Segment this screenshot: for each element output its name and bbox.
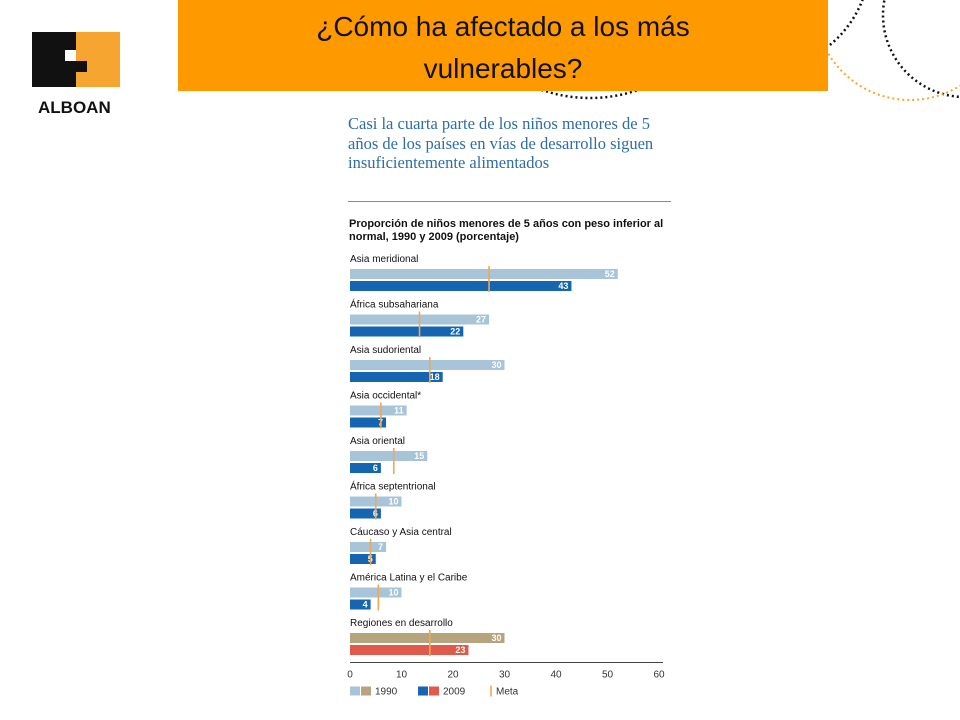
data-label-1990: 30 [491,360,501,370]
data-label-1990: 52 [605,269,615,279]
bar-1990 [350,633,505,643]
x-tick-label: 50 [602,670,614,681]
legend-swatch-1990-total [361,686,371,696]
data-label-1990: 11 [394,406,404,416]
bar-1990 [350,405,407,416]
category-label: América Latina y el Caribe [350,573,468,584]
bar-chart: Asia meridional 52 43 África subsahariana 27… [347,254,665,698]
chart-panel: Casi la cuarta parte de los niños menore… [345,108,675,720]
data-label-1990: 27 [476,315,486,325]
bar-1990 [350,451,428,461]
x-tick-label: 40 [550,670,562,681]
x-tick-label: 10 [396,670,408,681]
bar-2009 [350,372,443,382]
alboan-logo-icon [32,32,120,87]
category-label: Asia meridional [350,254,418,265]
category-label: Regiones en desarrollo [350,618,453,629]
category-label: Asia sudoriental [350,345,421,356]
data-label-2009: 6 [373,463,378,473]
x-tick-label: 30 [499,670,511,681]
legend-label-meta: Meta [496,687,519,698]
category-label: África subsahariana [350,298,439,311]
x-tick-label: 60 [653,670,665,681]
chart-title: Casi la cuarta parte de los niños menore… [348,114,654,172]
bar-2009 [350,463,381,473]
chart-title-rule [348,201,671,202]
category-label: Asia occidental* [350,391,421,402]
bar-2009 [350,326,464,337]
category-label: Asia oriental [350,436,405,447]
legend-swatch-1990 [350,686,360,696]
bar-1990 [350,542,387,552]
deco-circle-black-right [881,0,960,99]
bar-2009 [350,599,371,610]
x-tick-label: 0 [347,670,353,681]
logo-notch-dark [76,61,87,72]
legend-swatch-2009 [418,686,428,696]
bar-2009 [350,645,469,655]
category-label: África septentrional [350,480,436,493]
bar-1990 [350,587,402,598]
bar-2009 [350,417,387,428]
bar-2009 [350,508,381,519]
data-label-1990: 7 [378,542,383,552]
legend-label-1990: 1990 [375,687,398,698]
category-label: Cáucaso y Asia central [350,527,452,538]
data-label-2009: 23 [455,645,465,655]
bar-1990 [350,269,618,279]
logo-text: ALBOAN [38,98,111,117]
logo-quad-tr [76,32,120,59]
bar-2009 [350,281,572,291]
bar-2009 [350,554,376,564]
page-title: ¿Cómo ha afectado a los más vulnerables? [178,6,828,90]
logo-notch-white [65,50,76,61]
page-title-line-1: ¿Cómo ha afectado a los más [316,11,690,42]
data-label-2009: 4 [363,600,368,610]
data-label-2009: 43 [558,281,568,291]
legend-swatch-2009-total [429,686,439,696]
data-label-1990: 15 [414,451,424,461]
x-tick-label: 20 [447,670,459,681]
data-label-2009: 22 [450,327,460,337]
title-banner: ¿Cómo ha afectado a los más vulnerables? [178,0,828,91]
data-label-1990: 10 [388,588,398,598]
chart-subtitle: Proporción de niños menores de 5 años co… [349,218,664,243]
page-title-line-2: vulnerables? [423,53,583,84]
logo-quad-bl [32,59,76,87]
data-label-2009: 18 [430,372,440,382]
data-label-1990: 30 [491,633,501,643]
bar-1990 [350,360,505,370]
deco-circle-orange-right [814,0,960,101]
legend-label-2009: 2009 [443,687,466,698]
data-label-1990: 10 [388,497,398,507]
